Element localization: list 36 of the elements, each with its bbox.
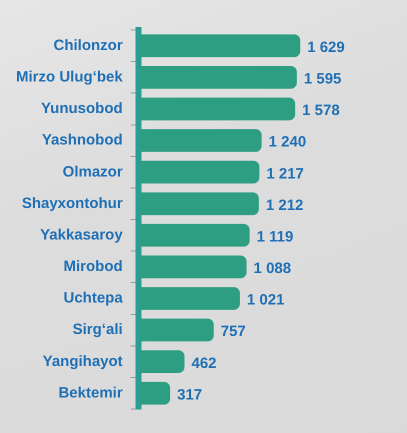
y-tick-label: Shayxontohur: [22, 194, 123, 212]
y-tick-label: Chilonzor: [54, 36, 123, 54]
data-label: 1 119: [256, 228, 294, 246]
y-tick-label: Yangihayot: [42, 352, 123, 370]
data-label: 317: [177, 386, 202, 404]
bar: [138, 350, 184, 373]
data-label: 1 595: [304, 70, 342, 88]
bar: [138, 382, 170, 405]
data-label: 1 021: [246, 292, 284, 309]
bar: [138, 318, 214, 342]
y-tick-label: Mirzo Ulug‘bek: [16, 68, 124, 86]
bar: [138, 98, 296, 120]
y-tick-label: Sirg‘ali: [72, 321, 123, 338]
bar: [138, 66, 297, 89]
y-tick-label: Olmazor: [62, 163, 123, 180]
y-tick-label: Yakkasaroy: [40, 226, 124, 244]
y-tick-label: Mirobod: [64, 258, 123, 276]
data-label: 1 629: [307, 38, 345, 56]
data-label: 1 217: [266, 165, 304, 182]
data-label: 1 212: [266, 196, 304, 214]
bar: [138, 160, 260, 184]
bar: [138, 192, 259, 216]
bar: [138, 287, 240, 310]
bar: [138, 129, 262, 152]
y-tick-label: Uchtepa: [63, 290, 124, 307]
bar: [138, 224, 250, 247]
data-label: 462: [191, 354, 217, 372]
bar: [138, 34, 300, 58]
y-tick-label: Bektemir: [58, 384, 123, 402]
y-tick-label: Yashnobod: [42, 132, 123, 149]
data-label: 1 088: [254, 260, 292, 278]
bar: [138, 256, 247, 278]
data-label: 757: [220, 323, 246, 340]
data-label: 1 240: [268, 134, 306, 151]
data-label: 1 578: [302, 102, 340, 120]
y-tick-label: Yunusobod: [41, 100, 123, 118]
